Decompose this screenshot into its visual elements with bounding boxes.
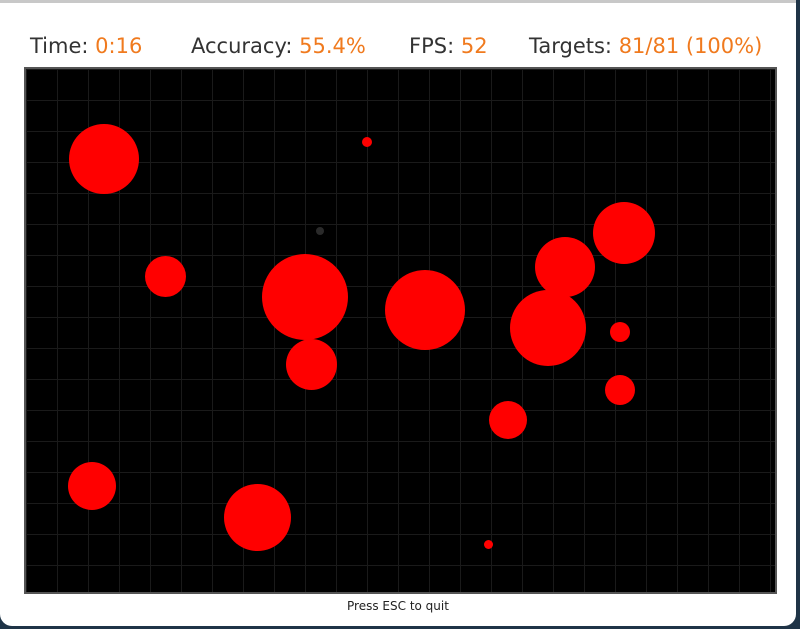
- fps-label: FPS:: [409, 34, 455, 58]
- target[interactable]: [69, 124, 139, 194]
- targets-value: 81/81 (100%): [618, 34, 763, 58]
- target[interactable]: [362, 137, 372, 147]
- accuracy-stat: Accuracy: 55.4%: [191, 34, 366, 58]
- target[interactable]: [286, 339, 337, 390]
- targets-label: Targets:: [529, 34, 612, 58]
- target[interactable]: [510, 290, 586, 366]
- target[interactable]: [224, 484, 291, 551]
- target[interactable]: [68, 462, 116, 510]
- accuracy-value: 55.4%: [299, 34, 366, 58]
- target[interactable]: [385, 270, 465, 350]
- quit-hint: Press ESC to quit: [347, 599, 449, 613]
- target[interactable]: [484, 540, 493, 549]
- time-value: 0:16: [95, 34, 143, 58]
- target[interactable]: [535, 237, 595, 297]
- target[interactable]: [593, 202, 655, 264]
- time-label: Time:: [30, 34, 89, 58]
- target[interactable]: [605, 375, 635, 405]
- accuracy-label: Accuracy:: [191, 34, 293, 58]
- time-stat: Time: 0:16: [30, 34, 142, 58]
- target[interactable]: [262, 254, 348, 340]
- target[interactable]: [145, 256, 186, 297]
- game-arena[interactable]: [24, 67, 777, 594]
- fps-stat: FPS: 52: [409, 34, 488, 58]
- target[interactable]: [610, 322, 630, 342]
- targets-stat: Targets: 81/81 (100%): [529, 34, 762, 58]
- fps-value: 52: [460, 34, 488, 58]
- target[interactable]: [489, 401, 527, 439]
- hud-bar: Time: 0:16 Accuracy: 55.4% FPS: 52 Targe…: [30, 34, 776, 62]
- crosshair: [316, 227, 324, 235]
